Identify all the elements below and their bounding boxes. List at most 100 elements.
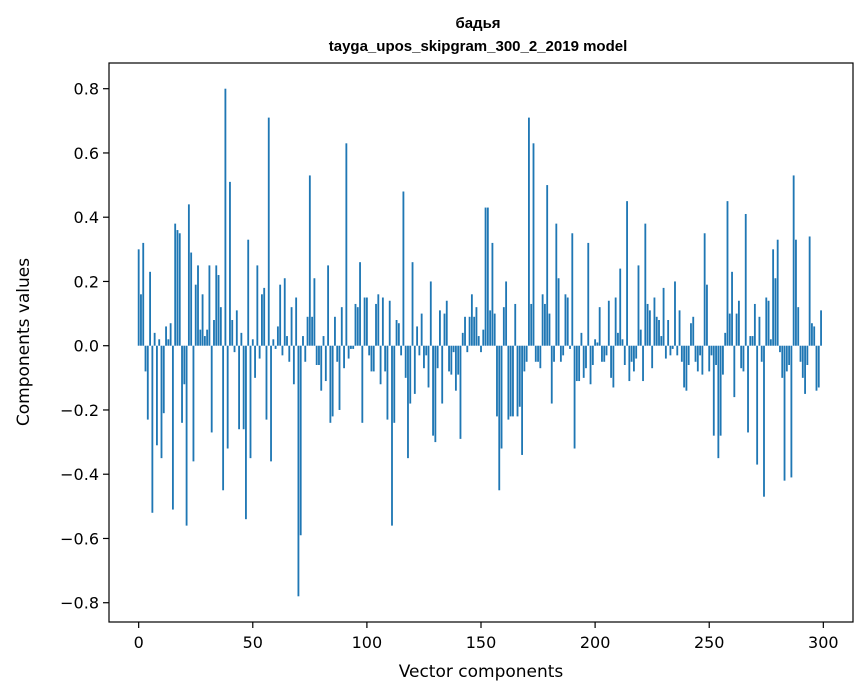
bar-225 — [651, 345, 654, 369]
bar-151 — [482, 329, 485, 346]
bar-24 — [192, 345, 195, 462]
bar-133 — [441, 345, 444, 404]
bar-234 — [671, 345, 674, 349]
bar-108 — [384, 345, 387, 372]
bar-228 — [658, 320, 660, 346]
bar-44 — [238, 345, 240, 430]
bar-188 — [566, 297, 569, 346]
bar-235 — [674, 281, 676, 346]
bar-60 — [274, 345, 277, 349]
bar-124 — [420, 313, 423, 346]
bar-268 — [749, 336, 752, 346]
bar-46 — [242, 345, 245, 430]
bar-180 — [548, 313, 551, 346]
bar-270 — [753, 303, 756, 346]
bar-247 — [701, 345, 704, 375]
bar-286 — [790, 345, 793, 478]
bar-297 — [815, 345, 818, 391]
bar-157 — [496, 345, 498, 417]
bar-265 — [742, 345, 745, 372]
bar-153 — [486, 207, 489, 346]
bar-106 — [379, 345, 382, 385]
bar-238 — [680, 345, 683, 362]
bar-192 — [575, 345, 578, 382]
bar-149 — [477, 336, 480, 346]
bar-289 — [797, 307, 800, 346]
bar-71 — [299, 345, 302, 536]
bar-182 — [553, 345, 555, 362]
bar-99 — [363, 297, 366, 346]
bar-102 — [370, 345, 373, 372]
bar-43 — [235, 310, 238, 346]
bar-162 — [507, 345, 510, 420]
bar-45 — [240, 332, 243, 346]
bar-185 — [559, 345, 562, 362]
bar-120 — [411, 262, 414, 346]
y-axis-label: Components values — [14, 258, 34, 426]
bar-8 — [156, 345, 158, 446]
bar-298 — [817, 345, 820, 388]
bar-223 — [646, 303, 649, 346]
bar-269 — [751, 336, 754, 346]
bar-201 — [596, 342, 599, 346]
bar-37 — [222, 345, 225, 491]
bar-212 — [621, 339, 624, 346]
bar-56 — [265, 345, 268, 420]
bar-26 — [197, 265, 199, 346]
bar-119 — [409, 345, 412, 404]
bar-254 — [717, 345, 720, 459]
bar-217 — [633, 345, 635, 372]
bar-177 — [541, 294, 544, 346]
bar-132 — [439, 310, 441, 346]
bar-63 — [281, 345, 284, 356]
bar-263 — [737, 300, 740, 346]
bar-97 — [359, 262, 361, 346]
bar-198 — [589, 345, 592, 385]
bar-227 — [655, 316, 658, 346]
bar-28 — [201, 294, 204, 346]
bar-112 — [393, 345, 396, 423]
bar-166 — [516, 345, 519, 417]
x-tick-label: 150 — [466, 633, 497, 652]
bar-218 — [635, 345, 638, 359]
bar-216 — [630, 345, 633, 362]
bar-30 — [206, 329, 209, 346]
bar-47 — [245, 345, 247, 520]
bar-160 — [502, 307, 505, 346]
y-tick-label: 0.2 — [74, 272, 99, 291]
bar-292 — [804, 345, 806, 394]
bar-161 — [505, 281, 508, 346]
bar-199 — [591, 345, 594, 365]
bar-107 — [381, 297, 384, 346]
bar-96 — [356, 307, 359, 346]
bar-279 — [774, 278, 777, 346]
bar-72 — [302, 336, 304, 346]
bar-137 — [450, 345, 453, 375]
bar-127 — [427, 345, 430, 388]
bar-36 — [219, 307, 222, 346]
x-axis-label: Vector components — [399, 662, 564, 682]
bar-114 — [397, 323, 400, 346]
bar-129 — [432, 345, 434, 436]
bar-81 — [322, 336, 325, 346]
bar-50 — [251, 339, 254, 346]
bar-100 — [365, 297, 368, 346]
y-tick-label: 0.6 — [74, 144, 99, 163]
bar-75 — [308, 175, 311, 346]
bar-83 — [327, 265, 330, 346]
bar-80 — [320, 345, 323, 391]
bar-155 — [491, 242, 494, 346]
bar-113 — [395, 320, 398, 346]
bar-143 — [464, 316, 466, 346]
bar-274 — [763, 345, 765, 497]
bar-280 — [776, 239, 779, 346]
bar-194 — [580, 332, 583, 346]
bar-70 — [297, 345, 300, 597]
bar-14 — [169, 323, 172, 346]
bar-1 — [140, 294, 142, 346]
bar-131 — [436, 345, 439, 369]
bar-59 — [272, 339, 275, 346]
bar-68 — [292, 345, 295, 385]
bar-82 — [324, 345, 327, 382]
bar-203 — [601, 345, 603, 362]
